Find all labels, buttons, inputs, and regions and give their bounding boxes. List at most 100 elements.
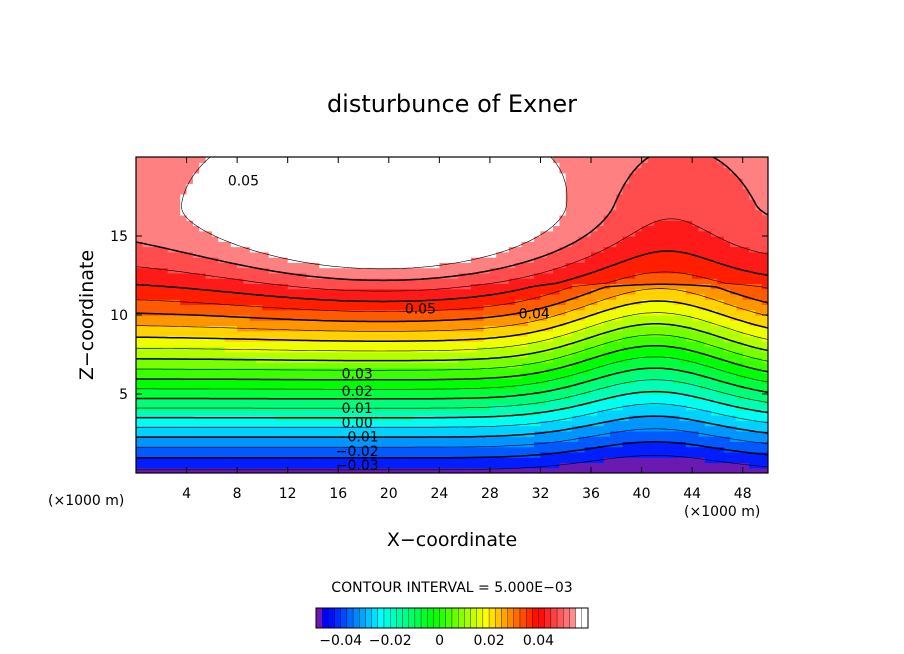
field-cell	[616, 309, 624, 316]
field-cell	[268, 157, 276, 163]
field-cell	[439, 309, 447, 316]
field-cell	[154, 246, 162, 253]
field-cell	[363, 409, 371, 416]
field-cell	[369, 241, 377, 248]
field-cell	[521, 246, 529, 253]
field-cell	[553, 225, 561, 232]
field-cell	[654, 409, 662, 416]
field-cell	[268, 446, 276, 453]
field-cell	[338, 330, 346, 337]
field-cell	[218, 341, 226, 348]
field-cell	[186, 183, 194, 190]
field-cell	[161, 214, 169, 221]
field-cell	[489, 236, 497, 242]
field-cell	[610, 230, 617, 237]
field-cell	[136, 467, 143, 473]
field-cell	[167, 257, 175, 263]
field-cell	[553, 162, 561, 169]
field-cell	[154, 378, 162, 385]
field-cell	[363, 251, 371, 258]
field-cell	[262, 409, 270, 416]
field-cell	[154, 372, 162, 379]
field-cell	[237, 278, 245, 284]
field-cell	[173, 299, 181, 306]
field-cell	[294, 467, 301, 473]
field-cell	[578, 425, 586, 432]
field-cell	[230, 188, 238, 195]
field-cell	[477, 209, 485, 216]
field-cell	[622, 436, 630, 442]
field-cell	[319, 430, 327, 437]
field-cell	[515, 378, 523, 385]
field-cell	[136, 193, 143, 200]
field-cell	[660, 446, 668, 453]
field-cell	[597, 446, 605, 453]
field-cell	[281, 409, 289, 416]
field-cell	[306, 299, 314, 306]
field-cell	[331, 467, 339, 473]
field-cell	[597, 172, 605, 179]
field-cell	[502, 341, 510, 348]
field-cell	[136, 388, 143, 395]
field-cell	[546, 251, 554, 258]
field-cell	[496, 257, 504, 263]
field-cell	[192, 309, 200, 316]
field-cell	[344, 283, 352, 290]
field-cell	[148, 383, 156, 390]
field-cell	[294, 225, 301, 232]
field-cell	[603, 336, 611, 342]
field-cell	[287, 246, 295, 253]
field-cell	[294, 441, 301, 448]
field-cell	[540, 193, 548, 200]
field-cell	[382, 288, 390, 295]
field-cell	[489, 388, 497, 395]
field-cell	[154, 267, 162, 274]
field-cell	[610, 372, 617, 379]
field-cell	[502, 367, 510, 374]
field-cell	[312, 325, 320, 332]
field-cell	[628, 220, 636, 227]
field-cell	[515, 246, 523, 253]
field-cell	[407, 378, 415, 385]
field-cell	[331, 362, 339, 369]
field-cell	[603, 378, 611, 385]
field-cell	[565, 157, 573, 163]
field-cell	[641, 272, 649, 279]
field-cell	[515, 209, 523, 216]
field-cell	[433, 167, 440, 174]
field-cell	[331, 299, 339, 306]
field-cell	[211, 288, 219, 295]
field-cell	[230, 409, 238, 416]
field-cell	[218, 272, 226, 279]
field-cell	[407, 336, 415, 342]
field-cell	[464, 214, 472, 221]
field-cell	[167, 394, 175, 400]
field-cell	[521, 183, 529, 190]
field-cell	[230, 199, 238, 205]
field-cell	[173, 425, 181, 432]
field-cell	[167, 367, 175, 374]
field-cell	[382, 293, 390, 300]
field-cell	[654, 299, 662, 306]
field-cell	[502, 446, 510, 453]
field-cell	[426, 188, 434, 195]
field-cell	[300, 425, 308, 432]
field-cell	[376, 241, 384, 248]
field-cell	[199, 204, 207, 211]
field-cell	[167, 199, 175, 205]
field-cell	[439, 388, 447, 395]
field-cell	[477, 425, 485, 432]
field-cell	[407, 188, 415, 195]
field-cell	[211, 351, 219, 358]
field-cell	[420, 283, 428, 290]
field-cell	[477, 278, 485, 284]
field-cell	[382, 409, 390, 416]
field-cell	[205, 341, 213, 348]
field-cell	[256, 257, 263, 263]
field-cell	[616, 172, 624, 179]
field-cell	[534, 415, 542, 421]
field-cell	[527, 372, 535, 379]
field-cell	[249, 446, 257, 453]
field-cell	[243, 272, 251, 279]
field-cell	[167, 341, 175, 348]
